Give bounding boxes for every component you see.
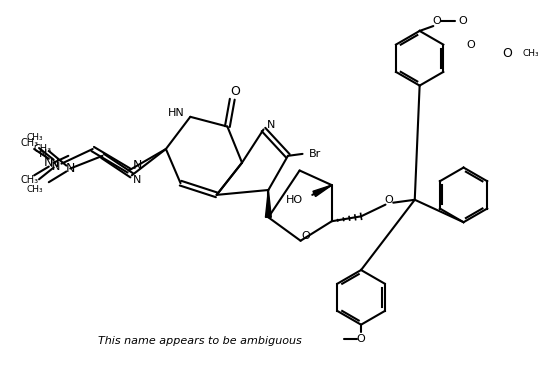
Text: N: N (133, 159, 142, 172)
Text: CH₃: CH₃ (34, 144, 52, 154)
Text: O: O (230, 85, 240, 98)
Text: O: O (502, 47, 512, 60)
Text: CH₃: CH₃ (20, 138, 38, 148)
Text: Br: Br (309, 149, 322, 159)
Text: O: O (466, 40, 475, 50)
Text: O: O (357, 334, 365, 344)
Text: N: N (132, 175, 141, 185)
Text: N: N (66, 162, 75, 175)
Text: CH₃: CH₃ (27, 133, 44, 142)
Text: N: N (44, 156, 53, 169)
Text: This name appears to be ambiguous: This name appears to be ambiguous (97, 336, 301, 346)
Text: N: N (39, 149, 47, 159)
Text: O: O (301, 231, 310, 241)
Text: N: N (52, 162, 60, 172)
Text: O: O (458, 16, 467, 26)
Text: CH₃: CH₃ (522, 49, 538, 58)
Text: N: N (50, 157, 59, 170)
Text: CH₃: CH₃ (20, 175, 38, 185)
Text: CH₃: CH₃ (27, 185, 44, 194)
Polygon shape (265, 190, 271, 217)
Polygon shape (313, 185, 332, 196)
Text: O: O (433, 16, 442, 26)
Text: HN: HN (168, 108, 185, 118)
Text: O: O (384, 195, 393, 205)
Text: HO: HO (285, 195, 302, 205)
Text: N: N (267, 120, 275, 130)
